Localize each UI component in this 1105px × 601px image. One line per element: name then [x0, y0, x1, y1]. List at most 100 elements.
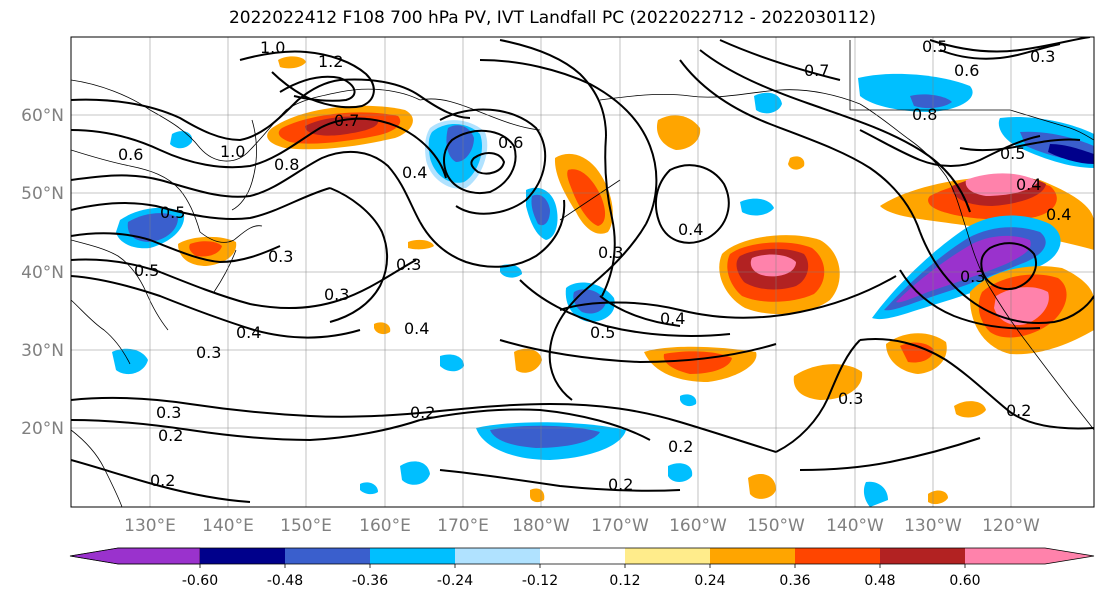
- lat-label: 40°N: [21, 263, 64, 283]
- contour-label: 0.2: [608, 475, 633, 494]
- shading-cold-small: [500, 264, 522, 278]
- contour-label: 0.3: [598, 243, 623, 262]
- lon-label: 170°W: [591, 516, 649, 536]
- contour-label: 0.5: [1000, 144, 1025, 163]
- lon-label: 180°W: [512, 516, 570, 536]
- lon-label: 160°W: [669, 516, 727, 536]
- shading-warm-small: [788, 156, 805, 170]
- shading-warm-southwest: [900, 342, 934, 363]
- colorbar-labels: -0.60 -0.48 -0.36 -0.24 -0.12 0.12 0.24 …: [182, 573, 981, 589]
- contour-label: 0.2: [150, 471, 175, 490]
- lon-label: 120°W: [982, 516, 1040, 536]
- contour-label: 0.5: [590, 323, 615, 342]
- latitude-labels: 60°N 50°N 40°N 30°N 20°N: [21, 106, 64, 439]
- colorbar-outline: [69, 547, 1095, 565]
- shading-warm-japan: [189, 241, 222, 257]
- shading-warm-small: [278, 56, 306, 69]
- colorbar-segment: [69, 547, 201, 565]
- contour-label: 0.4: [678, 220, 703, 239]
- contour-label: 1.0: [220, 142, 245, 161]
- colorbar-tick-label: -0.12: [522, 573, 558, 589]
- contour-label: 0.5: [160, 203, 185, 222]
- lat-label: 30°N: [21, 341, 64, 361]
- colorbar-tick-label: -0.24: [437, 573, 473, 589]
- colorbar-tick-label: 0.36: [779, 573, 810, 589]
- lat-label: 50°N: [21, 184, 64, 204]
- contour-label: 0.3: [838, 389, 863, 408]
- contour-label: 0.5: [134, 261, 159, 280]
- contour-label: 0.4: [404, 319, 429, 338]
- lat-label: 60°N: [21, 106, 64, 126]
- colorbar-segment: [965, 548, 1094, 564]
- colorbar-tick-label: -0.48: [267, 573, 303, 589]
- pv-contours: [71, 37, 1094, 503]
- contour-label: 0.3: [196, 343, 221, 362]
- colorbar: -0.60 -0.48 -0.36 -0.24 -0.12 0.12 0.24 …: [69, 547, 1095, 589]
- shading-cold-bering: [446, 125, 474, 162]
- map-area: 1.0 1.2 0.6 1.0 0.8 0.7 0.5 0.4 0.5 0.3 …: [71, 37, 1094, 507]
- contour-label: 0.4: [1016, 175, 1041, 194]
- lat-label: 20°N: [21, 419, 64, 439]
- shading-warm-small: [374, 322, 391, 335]
- shading-warm-central: [567, 169, 606, 226]
- shading-warm-gulf: [750, 254, 796, 277]
- shading-cold-small: [740, 198, 774, 216]
- colorbar-segment: [880, 548, 965, 564]
- map-frame: [70, 36, 1095, 508]
- colorbar-tick-label: -0.60: [182, 573, 218, 589]
- contour-label: 0.7: [334, 111, 359, 130]
- shading-cold-small: [440, 354, 464, 372]
- colorbar-ticks: [199, 564, 966, 568]
- colorbar-segment: [285, 548, 370, 564]
- lon-label: 140°E: [202, 516, 254, 536]
- lon-label: 160°E: [359, 516, 411, 536]
- contour-label: 1.2: [318, 52, 343, 71]
- shading-cold-small: [112, 348, 148, 375]
- contour-label: 0.2: [158, 426, 183, 445]
- shading-cold-small: [360, 482, 378, 495]
- contour-label: 1.0: [260, 38, 285, 57]
- shading-warm-okhotsk: [305, 116, 379, 136]
- shading-cold-small: [863, 481, 888, 507]
- colorbar-segment: [710, 548, 795, 564]
- colorbar-segment: [200, 548, 285, 564]
- contour-label: 0.4: [660, 309, 685, 328]
- contour-label: 0.8: [912, 105, 937, 124]
- map-title: 2022022412 F108 700 hPa PV, IVT Landfall…: [228, 8, 876, 28]
- colorbar-segment: [625, 548, 710, 564]
- shading-cold-small: [680, 394, 697, 407]
- contour-label: 0.8: [274, 155, 299, 174]
- contour-label: 0.2: [410, 403, 435, 422]
- shading-warm-small: [954, 401, 986, 418]
- colorbar-segment: [795, 548, 880, 564]
- shading-cold-small: [668, 463, 693, 482]
- shading-cold-small: [400, 461, 430, 485]
- contour-label: 0.3: [156, 403, 181, 422]
- shading-cold-japan: [127, 213, 178, 242]
- shading-cold-alaska: [1048, 144, 1094, 164]
- lon-label: 150°W: [747, 516, 805, 536]
- shading-cold-small: [170, 131, 193, 149]
- contour-label: 0.3: [268, 247, 293, 266]
- shading-warm-small: [408, 239, 434, 250]
- shading-cold-central: [573, 289, 606, 314]
- contour-labels: 1.0 1.2 0.6 1.0 0.8 0.7 0.5 0.4 0.5 0.3 …: [118, 37, 1071, 494]
- contour-label: 0.6: [954, 61, 979, 80]
- contour-label: 0.6: [498, 133, 523, 152]
- lon-label: 130°W: [904, 516, 962, 536]
- colorbar-tick-label: 0.48: [864, 573, 895, 589]
- colorbar-segment: [540, 548, 625, 564]
- contour-label: 0.5: [922, 37, 947, 56]
- shading-warm-small: [656, 115, 701, 150]
- contour-label: 0.7: [804, 61, 829, 80]
- contour-label: 0.4: [402, 163, 427, 182]
- contour-label: 0.4: [236, 323, 261, 342]
- colorbar-tick-label: -0.36: [352, 573, 388, 589]
- shading-warm-subtropical: [514, 348, 542, 373]
- contour-label: 0.3: [960, 267, 985, 286]
- shading-cold-subtropical: [490, 425, 600, 448]
- coastlines: [71, 40, 1094, 507]
- lon-label: 170°E: [437, 516, 489, 536]
- contour-label: 0.3: [324, 285, 349, 304]
